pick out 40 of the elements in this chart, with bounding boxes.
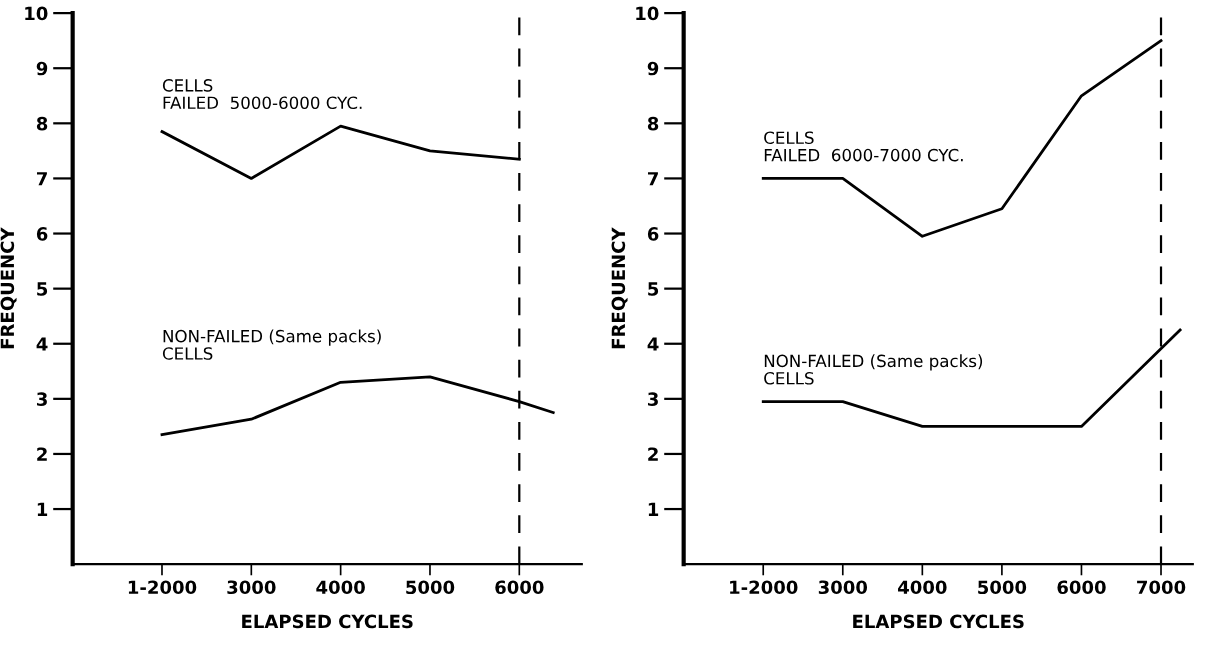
- y-tick-label: 7: [37, 172, 47, 186]
- y-tick-label: 10: [25, 6, 48, 21]
- line-series: [761, 39, 1163, 238]
- x-tick-label: 4000: [898, 580, 947, 595]
- y-tick-label: 1: [648, 502, 659, 516]
- x-tick-label: 3000: [227, 580, 276, 595]
- y-tick-label: 7: [648, 172, 658, 186]
- y-tick-label: 2: [648, 447, 658, 461]
- x-tick-label: 1-2000: [730, 580, 798, 595]
- series-label: CELLS FAILED 6000-7000 CYC.: [764, 131, 963, 162]
- y-tick-label: 1: [37, 502, 48, 516]
- series-label: NON-FAILED (Same packs) CELLS: [162, 329, 381, 360]
- y-tick-label: 4: [36, 337, 48, 351]
- y-tick-label: 3: [37, 392, 47, 406]
- y-tick-label: 9: [36, 61, 48, 76]
- y-tick-label: 5: [648, 282, 659, 296]
- series-label: NON-FAILED (Same packs) CELLS: [764, 354, 983, 385]
- y-axis-title: FREQUENCY: [0, 227, 17, 349]
- y-tick-label: 3: [648, 392, 658, 406]
- x-tick-label: 6000: [495, 580, 544, 595]
- x-tick-label: 3000: [818, 580, 868, 595]
- series-label: CELLS FAILED 5000-6000 CYC.: [162, 79, 362, 110]
- x-axis-title: ELAPSED CYCLES: [853, 614, 1024, 629]
- y-tick-label: 9: [647, 61, 659, 76]
- y-tick-label: 8: [36, 116, 48, 131]
- y-tick-label: 8: [647, 116, 659, 131]
- y-tick-label: 2: [37, 447, 47, 461]
- x-tick-label: 5000: [406, 580, 455, 595]
- x-tick-label: 5000: [978, 580, 1027, 595]
- y-tick-label: 4: [647, 337, 659, 351]
- x-axis-title: ELAPSED CYCLES: [242, 614, 413, 629]
- y-tick-label: 6: [36, 227, 48, 241]
- y-tick-label: 6: [647, 227, 659, 241]
- x-tick-label: 1-2000: [128, 580, 197, 595]
- x-tick-label: 6000: [1057, 580, 1106, 595]
- y-axis-title: FREQUENCY: [611, 227, 628, 349]
- x-tick-label: 7000: [1137, 580, 1186, 595]
- y-tick-label: 10: [636, 6, 659, 21]
- x-tick-label: 4000: [316, 580, 365, 595]
- y-tick-label: 5: [37, 282, 48, 296]
